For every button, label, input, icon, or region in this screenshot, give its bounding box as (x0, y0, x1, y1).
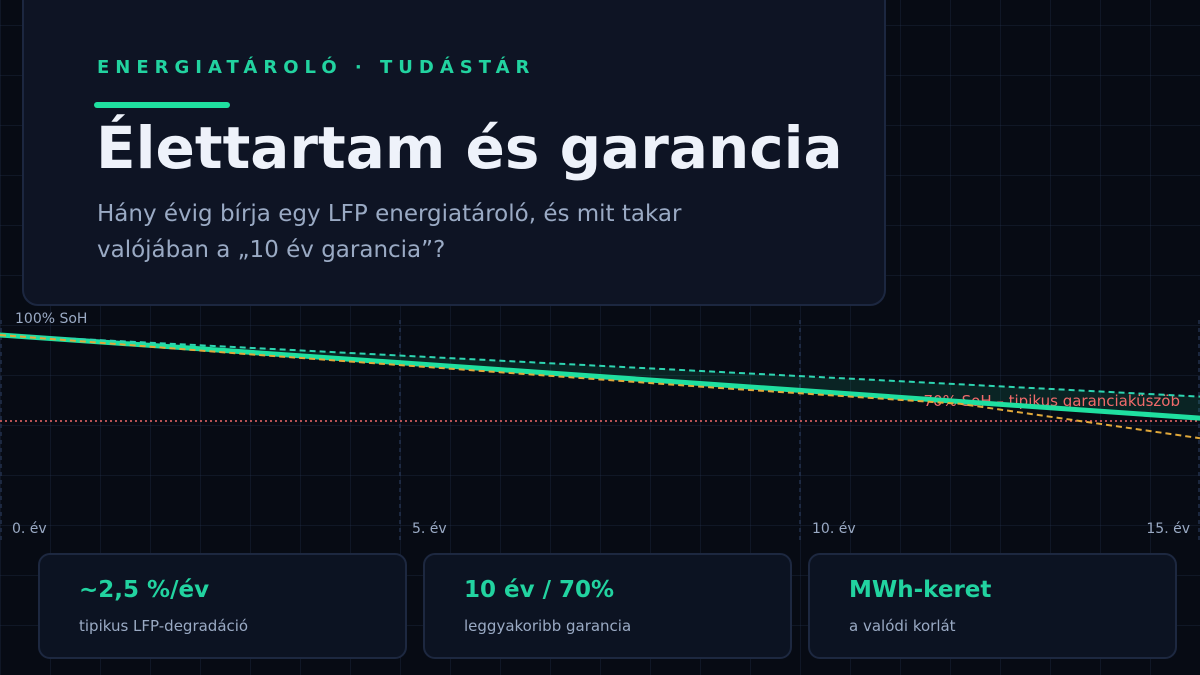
stat-value: 10 év / 70% (464, 577, 615, 603)
stat-label: tipikus LFP-degradáció (79, 617, 249, 635)
soh-line-pessimistic (0, 334, 1200, 440)
accent-bar (94, 102, 230, 108)
eyebrow-label: ENERGIATÁROLÓ · TUDÁSTÁR (97, 57, 536, 78)
stat-label: leggyakoribb garancia (464, 617, 632, 635)
x-tick-label: 5. év (412, 521, 447, 537)
soh-line-typical (0, 332, 1200, 421)
page-title: Élettartam és garancia (96, 114, 843, 182)
hero-panel: ENERGIATÁROLÓ · TUDÁSTÁR Élettartam és g… (22, 0, 886, 306)
stat-value: ~2,5 %/év (79, 577, 210, 603)
x-tick-label: 15. év (1146, 521, 1190, 537)
stat-card-warranty: 10 év / 70% leggyakoribb garancia (423, 553, 792, 659)
x-tick-label: 0. év (12, 521, 47, 537)
x-tick-label: 10. év (812, 521, 856, 537)
page-subtitle: Hány évig bírja egy LFP energiatároló, é… (97, 201, 682, 263)
soh-100-label: 100% SoH (15, 311, 87, 327)
stat-value: MWh-keret (849, 577, 992, 603)
soh-line-optimistic (0, 334, 1200, 398)
stat-card-degradation: ~2,5 %/év tipikus LFP-degradáció (38, 553, 407, 659)
stat-label: a valódi korlát (849, 617, 956, 635)
stat-card-mwh: MWh-keret a valódi korlát (808, 553, 1177, 659)
